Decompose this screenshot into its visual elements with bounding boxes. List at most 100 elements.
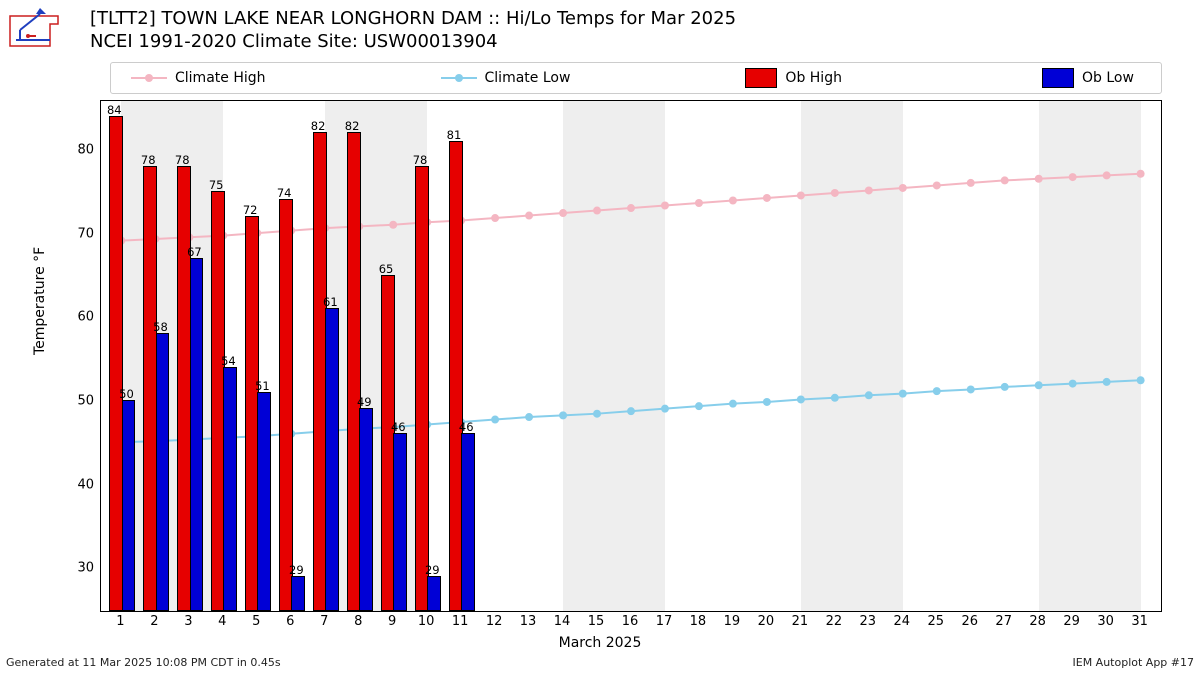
climate-low-marker	[729, 400, 737, 408]
climate-high-marker	[525, 212, 533, 220]
climate-low-marker	[899, 390, 907, 398]
x-tick-mark	[733, 611, 734, 612]
ob-low-bar	[359, 408, 373, 611]
ob-low-bar-label: 58	[153, 320, 168, 334]
x-tick-mark	[427, 611, 428, 612]
climate-low-marker	[967, 385, 975, 393]
x-tick-mark	[1005, 611, 1006, 612]
x-tick-mark	[495, 611, 496, 612]
climate-high-marker	[1001, 176, 1009, 184]
x-tick-label: 12	[486, 614, 503, 629]
climate-high-marker	[627, 204, 635, 212]
x-tick-mark	[665, 611, 666, 612]
ob-low-bar	[461, 433, 475, 611]
climate-low-marker	[1035, 381, 1043, 389]
climate-low-marker	[933, 387, 941, 395]
climate-high-marker	[491, 214, 499, 222]
legend-ob-low: Ob Low	[1042, 68, 1134, 88]
x-tick-label: 24	[894, 614, 911, 629]
x-tick-mark	[801, 611, 802, 612]
climate-low-marker	[763, 398, 771, 406]
legend-label-ob-low: Ob Low	[1082, 70, 1134, 86]
ob-low-bar-label: 29	[289, 563, 304, 577]
x-tick-mark	[1039, 611, 1040, 612]
x-tick-label: 7	[320, 614, 328, 629]
x-tick-mark	[563, 611, 564, 612]
climate-high-marker	[899, 184, 907, 192]
ob-high-bar-label: 72	[243, 203, 258, 217]
x-tick-label: 23	[860, 614, 877, 629]
x-tick-mark	[835, 611, 836, 612]
chart-title-block: [TLTT2] TOWN LAKE NEAR LONGHORN DAM :: H…	[90, 8, 736, 53]
x-tick-label: 30	[1097, 614, 1114, 629]
x-tick-label: 31	[1131, 614, 1148, 629]
climate-high-marker	[559, 209, 567, 217]
x-tick-label: 17	[656, 614, 673, 629]
legend-label-ob-high: Ob High	[785, 70, 842, 86]
climate-high-marker	[967, 179, 975, 187]
legend-ob-high: Ob High	[745, 68, 842, 88]
footer-app: IEM Autoplot App #17	[1073, 656, 1195, 669]
x-tick-label: 9	[388, 614, 396, 629]
x-tick-label: 8	[354, 614, 362, 629]
climate-high-marker	[763, 194, 771, 202]
x-tick-label: 14	[554, 614, 571, 629]
x-tick-label: 13	[520, 614, 537, 629]
ob-low-bar	[190, 258, 204, 611]
climate-high-marker	[797, 191, 805, 199]
x-tick-mark	[699, 611, 700, 612]
climate-high-marker	[831, 189, 839, 197]
ob-low-bar-label: 50	[119, 387, 134, 401]
ob-low-bar-label: 49	[357, 395, 372, 409]
climate-low-marker	[593, 410, 601, 418]
ob-high-bar-label: 74	[277, 186, 292, 200]
climate-low-marker	[1069, 380, 1077, 388]
ob-low-bar-label: 67	[187, 245, 202, 259]
climate-low-marker	[525, 413, 533, 421]
ob-high-bar-label: 84	[107, 103, 122, 117]
climate-high-marker	[661, 202, 669, 210]
x-tick-label: 11	[452, 614, 469, 629]
legend-label-climate-high: Climate High	[175, 70, 266, 86]
x-tick-mark	[325, 611, 326, 612]
x-tick-label: 25	[927, 614, 944, 629]
ob-high-bar-label: 78	[413, 153, 428, 167]
x-tick-mark	[393, 611, 394, 612]
climate-high-marker	[593, 207, 601, 215]
x-tick-label: 5	[252, 614, 260, 629]
footer-generated: Generated at 11 Mar 2025 10:08 PM CDT in…	[6, 656, 281, 669]
x-tick-mark	[291, 611, 292, 612]
climate-high-marker	[1069, 173, 1077, 181]
x-tick-label: 16	[622, 614, 639, 629]
ob-high-bar-label: 82	[311, 119, 326, 133]
ob-low-bar-label: 46	[391, 420, 406, 434]
x-tick-mark	[1141, 611, 1142, 612]
legend-climate-high: Climate High	[131, 70, 266, 86]
climate-low-marker	[831, 394, 839, 402]
climate-low-marker	[695, 402, 703, 410]
y-tick-label: 50	[54, 393, 94, 408]
ob-low-bar-label: 54	[221, 354, 236, 368]
ob-low-bar-label: 61	[323, 295, 338, 309]
x-tick-mark	[597, 611, 598, 612]
x-tick-mark	[971, 611, 972, 612]
legend-label-climate-low: Climate Low	[485, 70, 571, 86]
y-tick-mark	[100, 151, 101, 152]
climate-low-marker	[1103, 378, 1111, 386]
climate-high-marker	[695, 199, 703, 207]
chart-title-line2: NCEI 1991-2020 Climate Site: USW00013904	[90, 31, 736, 54]
x-tick-mark	[461, 611, 462, 612]
x-axis-label: March 2025	[0, 635, 1200, 651]
iem-logo	[6, 6, 62, 50]
x-tick-label: 19	[724, 614, 741, 629]
ob-low-bar	[427, 576, 441, 611]
ob-low-bar	[393, 433, 407, 611]
x-tick-label: 27	[995, 614, 1012, 629]
y-tick-mark	[100, 486, 101, 487]
x-tick-mark	[257, 611, 258, 612]
climate-low-marker	[1001, 383, 1009, 391]
x-tick-label: 21	[792, 614, 809, 629]
x-tick-label: 22	[826, 614, 843, 629]
x-tick-mark	[937, 611, 938, 612]
ob-high-bar-label: 65	[379, 262, 394, 276]
